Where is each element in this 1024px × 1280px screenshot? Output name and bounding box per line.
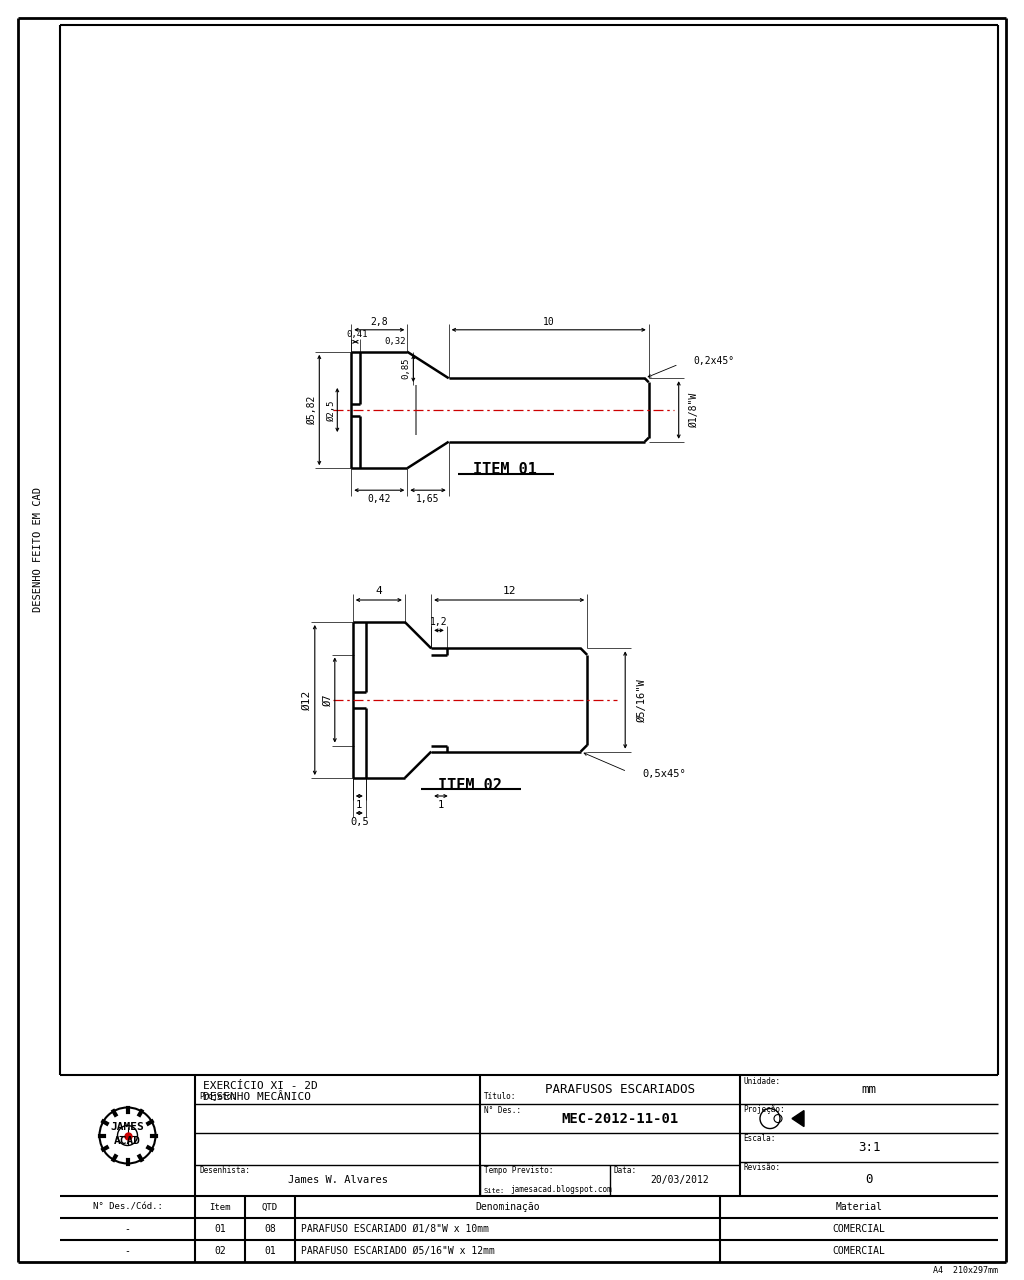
Text: James W. Alvares: James W. Alvares bbox=[288, 1175, 387, 1185]
Text: 1,65: 1,65 bbox=[416, 494, 439, 504]
Text: 0,5: 0,5 bbox=[350, 817, 369, 827]
Text: Projeção:: Projeção: bbox=[743, 1105, 784, 1114]
Text: Escala:: Escala: bbox=[743, 1134, 775, 1143]
Text: Data:: Data: bbox=[613, 1166, 636, 1175]
Text: EXERCÍCIO XI - 2D
DESENHO MECÂNICO: EXERCÍCIO XI - 2D DESENHO MECÂNICO bbox=[203, 1080, 317, 1102]
Text: 01: 01 bbox=[214, 1224, 226, 1234]
Text: 0,85: 0,85 bbox=[401, 357, 411, 379]
Text: 0,32: 0,32 bbox=[385, 338, 407, 347]
Text: PARAFUSOS ESCARIADOS: PARAFUSOS ESCARIADOS bbox=[545, 1083, 695, 1096]
Text: ACAD: ACAD bbox=[114, 1137, 141, 1147]
Text: COMERCIAL: COMERCIAL bbox=[833, 1224, 886, 1234]
Text: 0,5x45°: 0,5x45° bbox=[642, 768, 686, 778]
Text: 1: 1 bbox=[356, 800, 362, 810]
Text: A4  210x297mm: A4 210x297mm bbox=[933, 1266, 998, 1275]
Text: 3:1: 3:1 bbox=[858, 1140, 881, 1155]
Text: Denominação: Denominação bbox=[475, 1202, 540, 1212]
Text: Site:: Site: bbox=[484, 1188, 505, 1194]
Text: 20/03/2012: 20/03/2012 bbox=[650, 1175, 710, 1185]
Text: Material: Material bbox=[836, 1202, 883, 1212]
Text: 0: 0 bbox=[865, 1172, 872, 1185]
Text: ITEM 01: ITEM 01 bbox=[473, 462, 537, 477]
Text: Tempo Previsto:: Tempo Previsto: bbox=[484, 1166, 553, 1175]
Text: 0,41: 0,41 bbox=[347, 330, 369, 339]
Text: Ø2,5: Ø2,5 bbox=[327, 399, 336, 421]
Text: MEC-2012-11-01: MEC-2012-11-01 bbox=[561, 1111, 679, 1125]
Text: DESENHO FEITO EM CAD: DESENHO FEITO EM CAD bbox=[33, 488, 43, 613]
Text: -: - bbox=[125, 1224, 130, 1234]
Text: Ø1/8"W: Ø1/8"W bbox=[689, 393, 698, 428]
Text: 10: 10 bbox=[543, 316, 555, 326]
Text: Título:: Título: bbox=[484, 1092, 516, 1101]
Text: -: - bbox=[125, 1245, 130, 1256]
Text: jamesacad.blogspot.com: jamesacad.blogspot.com bbox=[510, 1185, 611, 1194]
Text: COMERCIAL: COMERCIAL bbox=[833, 1245, 886, 1256]
Text: 01: 01 bbox=[264, 1245, 275, 1256]
Text: N° Des./Cód.:: N° Des./Cód.: bbox=[92, 1202, 163, 1211]
Text: 4: 4 bbox=[376, 586, 382, 596]
Text: Ø7: Ø7 bbox=[323, 694, 333, 707]
Text: Unidade:: Unidade: bbox=[743, 1076, 780, 1085]
Text: 0,2x45°: 0,2x45° bbox=[693, 356, 735, 366]
Text: 1: 1 bbox=[438, 800, 444, 810]
Text: N° Des.:: N° Des.: bbox=[484, 1106, 521, 1115]
Text: PARAFUSO ESCARIADO Ø1/8"W x 10mm: PARAFUSO ESCARIADO Ø1/8"W x 10mm bbox=[301, 1224, 489, 1234]
Text: Ø5,82: Ø5,82 bbox=[307, 396, 317, 425]
Text: JAMES: JAMES bbox=[111, 1123, 144, 1133]
Text: 1,2: 1,2 bbox=[430, 617, 447, 627]
Text: QTD: QTD bbox=[262, 1202, 279, 1211]
Text: 02: 02 bbox=[214, 1245, 226, 1256]
Text: PARAFUSO ESCARIADO Ø5/16"W x 12mm: PARAFUSO ESCARIADO Ø5/16"W x 12mm bbox=[301, 1245, 495, 1256]
Text: 08: 08 bbox=[264, 1224, 275, 1234]
Text: 12: 12 bbox=[503, 586, 516, 596]
Text: 2,8: 2,8 bbox=[371, 316, 388, 326]
Text: Desenhista:: Desenhista: bbox=[199, 1166, 250, 1175]
Text: Revisão:: Revisão: bbox=[743, 1164, 780, 1172]
Text: Item: Item bbox=[209, 1202, 230, 1211]
Text: Projeto:: Projeto: bbox=[199, 1092, 236, 1101]
Text: mm: mm bbox=[861, 1083, 877, 1096]
Text: ITEM 02: ITEM 02 bbox=[438, 777, 502, 792]
Polygon shape bbox=[792, 1111, 804, 1126]
Text: Ø12: Ø12 bbox=[302, 690, 311, 710]
Text: Ø5/16"W: Ø5/16"W bbox=[637, 678, 647, 722]
Text: 0,42: 0,42 bbox=[368, 494, 391, 504]
